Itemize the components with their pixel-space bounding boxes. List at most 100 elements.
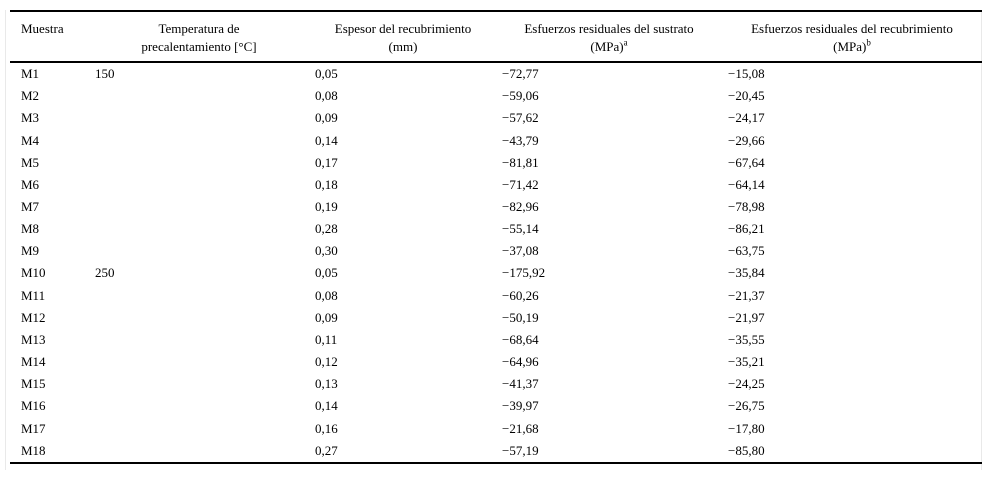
cell-temperatura [88,85,310,107]
cell-muestra: M11 [21,287,46,303]
cell-espesor: 0,16 [315,420,338,436]
cell-espesor: 0,17 [315,154,338,170]
cell-muestra: M6 [21,176,40,192]
cell-sustrato: −41,37 [502,376,539,392]
cell-temperatura [88,196,310,218]
cell-espesor: 0,08 [315,88,338,104]
table-row: M11 0,08 −60,26 −21,37 [10,285,982,307]
cell-muestra: M10 [21,265,46,281]
cell-recubrimiento: −35,55 [728,331,765,347]
cell-sustrato: −43,79 [502,132,539,148]
header-sustrato-unit: (MPa) [590,39,624,54]
cell-sustrato: −37,08 [502,243,539,259]
table-row: M5 0,17 −81,81 −67,64 [10,152,982,174]
cell-sustrato: −71,42 [502,176,539,192]
cell-temperatura [88,285,310,307]
cell-muestra: M8 [21,221,40,237]
header-muestra-label: Muestra [21,21,64,36]
cell-recubrimiento: −67,64 [728,154,765,170]
cell-sustrato: −50,19 [502,309,539,325]
table-row: M15 0,13 −41,37 −24,25 [10,373,982,395]
footnote-marker-b: b [866,37,871,48]
header-temperatura-line2: precalentamiento [°C] [141,39,257,54]
cell-muestra: M18 [21,442,46,458]
cell-espesor: 0,14 [315,132,338,148]
cell-muestra: M7 [21,199,40,215]
cell-recubrimiento: −20,45 [728,88,765,104]
cell-muestra: M2 [21,88,40,104]
cell-sustrato: −57,19 [502,442,539,458]
cell-recubrimiento: −78,98 [728,199,765,215]
header-recubrimiento: Esfuerzos residuales del recubrimiento (… [722,11,982,63]
cell-temperatura [88,440,310,463]
cell-sustrato: −82,96 [502,199,539,215]
cell-muestra: M9 [21,243,40,259]
table-row: M2 0,08 −59,06 −20,45 [10,85,982,107]
cell-temperatura [88,174,310,196]
cell-temperatura: 150 [95,66,115,82]
residual-stress-table: Muestra Temperatura de precalentamiento … [10,10,982,464]
cell-temperatura [88,418,310,440]
table-row: M16 0,14 −39,97 −26,75 [10,395,982,417]
cell-temperatura [88,129,310,151]
cell-espesor: 0,27 [315,442,338,458]
cell-sustrato: −175,92 [502,265,546,281]
header-muestra: Muestra [10,11,88,63]
header-recubrimiento-unit: (MPa) [833,39,867,54]
header-sustrato-line2: (MPa)a [496,38,722,56]
table-frame: Muestra Temperatura de precalentamiento … [5,10,982,470]
cell-temperatura [88,152,310,174]
header-row: Muestra Temperatura de precalentamiento … [10,11,982,63]
cell-recubrimiento: −17,80 [728,420,765,436]
cell-espesor: 0,11 [315,331,338,347]
cell-sustrato: −81,81 [502,154,539,170]
cell-recubrimiento: −24,17 [728,110,765,126]
cell-temperatura [88,351,310,373]
cell-sustrato: −39,97 [502,398,539,414]
cell-recubrimiento: −15,08 [728,66,765,82]
cell-temperatura: 250 [95,265,115,281]
cell-espesor: 0,09 [315,309,338,325]
table-row: M6 0,18 −71,42 −64,14 [10,174,982,196]
cell-temperatura [88,395,310,417]
cell-espesor: 0,18 [315,176,338,192]
cell-sustrato: −68,64 [502,331,539,347]
table-row: M8 0,28 −55,14 −86,21 [10,218,982,240]
cell-muestra: M3 [21,110,40,126]
header-espesor-line1: Espesor del recubrimiento [334,21,472,36]
cell-espesor: 0,13 [315,376,338,392]
cell-sustrato: −64,96 [502,354,539,370]
table-row: M1 150 0,05 −72,77 −15,08 [10,62,982,85]
cell-recubrimiento: −85,80 [728,442,765,458]
table-row: M3 0,09 −57,62 −24,17 [10,107,982,129]
cell-recubrimiento: −35,21 [728,354,765,370]
cell-sustrato: −21,68 [502,420,539,436]
cell-recubrimiento: −21,97 [728,309,765,325]
cell-sustrato: −72,77 [502,66,539,82]
cell-espesor: 0,05 [315,66,338,82]
cell-muestra: M12 [21,309,46,325]
cell-temperatura [88,218,310,240]
cell-muestra: M15 [21,376,46,392]
cell-muestra: M14 [21,354,46,370]
cell-recubrimiento: −29,66 [728,132,765,148]
cell-muestra: M1 [21,66,40,82]
cell-temperatura [88,240,310,262]
cell-sustrato: −57,62 [502,110,539,126]
table-body: M1 150 0,05 −72,77 −15,08 M2 0,08 −59,06 −20,45 M… [10,62,982,463]
cell-sustrato: −60,26 [502,287,539,303]
table-row: M4 0,14 −43,79 −29,66 [10,129,982,151]
header-espesor: Espesor del recubrimiento (mm) [310,11,496,63]
header-sustrato-line1: Esfuerzos residuales del sustrato [524,21,694,36]
cell-recubrimiento: −63,75 [728,243,765,259]
table-row: M12 0,09 −50,19 −21,97 [10,307,982,329]
cell-espesor: 0,19 [315,199,338,215]
cell-temperatura [88,329,310,351]
table-row: M10 250 0,05 −175,92 −35,84 [10,262,982,284]
header-temperatura: Temperatura de precalentamiento [°C] [88,11,310,63]
header-recubrimiento-line2: (MPa)b [722,38,982,56]
header-sustrato: Esfuerzos residuales del sustrato (MPa)a [496,11,722,63]
cell-muestra: M17 [21,420,46,436]
cell-espesor: 0,08 [315,287,338,303]
header-temperatura-line1: Temperatura de [158,21,240,36]
